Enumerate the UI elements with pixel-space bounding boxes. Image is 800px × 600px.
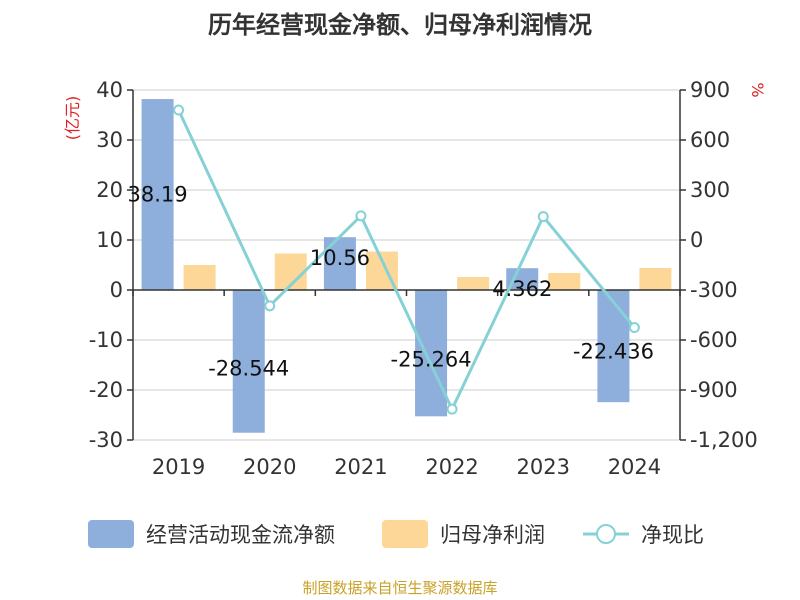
legend-label-net-profit: 归母净利润 [440,523,545,547]
cashflow-data-label: -25.264 [391,347,472,371]
legend-marker-ratio [596,524,616,544]
legend-label-ratio: 净现比 [641,523,704,547]
ratio-point [537,211,549,223]
right-tick-label: -900 [690,378,738,402]
left-tick-label: 0 [110,278,123,302]
cashflow-data-label: -22.436 [573,340,654,364]
right-axis-unit: % [748,82,767,97]
right-tick-label: -600 [690,328,738,352]
category-label: 2021 [334,455,387,479]
axes: -30 -20 -10 0 10 20 30 40 -1,200 -900 -600 -300 0 300… [89,78,758,479]
cashflow-data-label: 38.19 [128,183,188,207]
cashflow-data-label: -28.544 [208,356,289,380]
left-tick-label: 10 [96,228,123,252]
net-profit-bar [548,273,581,290]
right-tick-label: -300 [690,278,738,302]
cashflow-bar [232,290,265,433]
cashflow-data-label: 4.362 [492,277,552,301]
legend-swatch-net-profit [382,520,428,548]
left-tick-label: 30 [96,128,123,152]
ratio-point [173,104,185,116]
left-tick-label: -20 [89,378,123,402]
net-profit-bar [639,268,672,290]
right-tick-label: 300 [690,178,730,202]
category-label: 2023 [517,455,570,479]
left-tick-label: -10 [89,328,123,352]
ratio-line [173,104,640,415]
cashflow-bar [506,268,539,290]
left-tick-label: -30 [89,428,123,452]
cashflow-bar [141,99,174,290]
ratio-point [264,300,276,312]
right-tick-label: -1,200 [690,428,758,452]
ratio-point [355,210,367,222]
cashflow-data-label: 10.56 [310,246,370,270]
left-tick-label: 40 [96,78,123,102]
ratio-point [446,403,458,415]
left-axis-unit: (亿元) [63,96,82,141]
chart-title: 历年经营现金净额、归母净利润情况 [208,11,592,39]
data-labels: 38.19 -28.544 10.56 -25.264 4.362 -22.436 [128,183,654,381]
net-profit-bar [457,277,490,290]
legend-swatch-cashflow [88,520,134,548]
category-label: 2024 [608,455,661,479]
category-label: 2022 [425,455,478,479]
category-label: 2019 [152,455,205,479]
legend: 经营活动现金流净额 归母净利润 净现比 [88,520,704,548]
ratio-point [628,322,640,333]
legend-label-cashflow: 经营活动现金流净额 [146,523,335,547]
right-tick-label: 600 [690,128,730,152]
right-tick-label: 0 [690,228,703,252]
left-tick-label: 20 [96,178,123,202]
cashflow-bar [415,290,448,417]
source-note: 制图数据来自恒生聚源数据库 [302,579,497,597]
ratio-line-path [177,109,636,413]
bars [141,99,672,433]
right-tick-label: 900 [690,78,730,102]
category-label: 2020 [243,455,296,479]
cashflow-bar [597,290,630,403]
net-profit-bar [183,265,216,290]
